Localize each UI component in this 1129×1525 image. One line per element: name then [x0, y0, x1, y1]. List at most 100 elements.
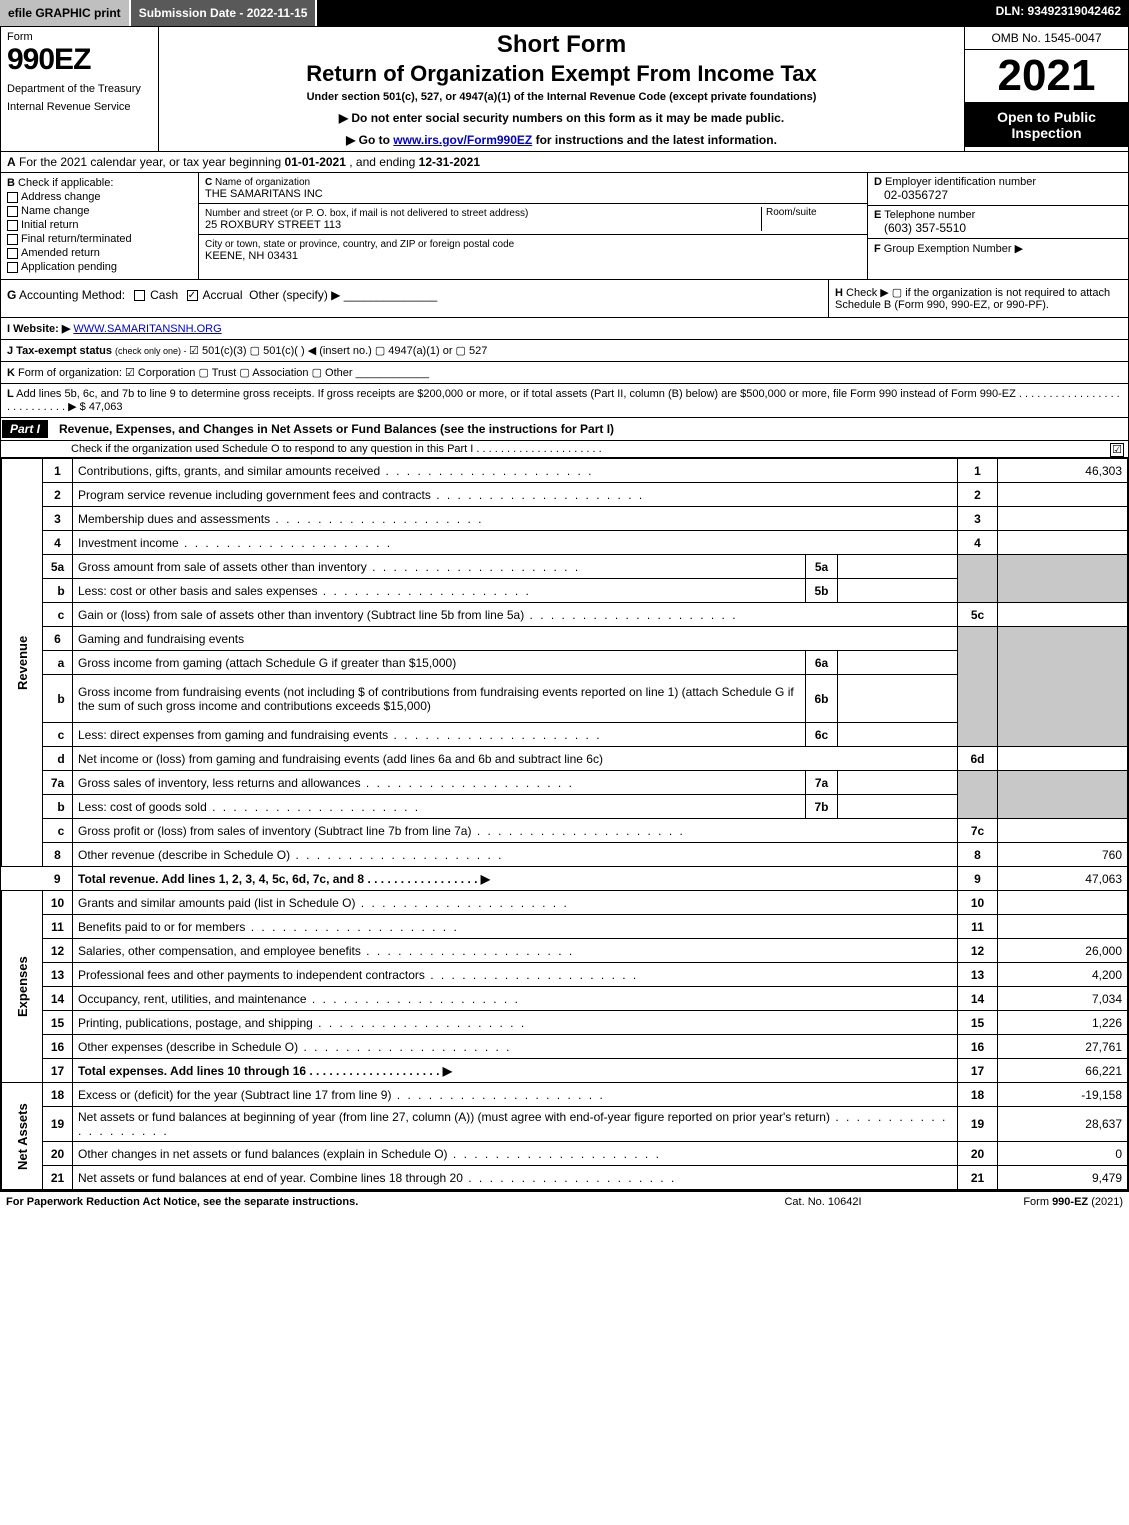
line-13-num: 13 — [43, 963, 73, 987]
line-18-rnum: 18 — [958, 1083, 998, 1107]
checkbox-icon — [7, 234, 18, 245]
line-10-desc: Grants and similar amounts paid (list in… — [78, 896, 569, 910]
line-6a-inlabel: 6a — [806, 651, 838, 675]
line-21-desc: Net assets or fund balances at end of ye… — [78, 1171, 676, 1185]
line-7b-inval — [838, 795, 958, 819]
row-a-pre: For the 2021 calendar year, or tax year … — [16, 155, 285, 169]
letter-g: G — [7, 288, 16, 302]
line-9-desc: Total revenue. Add lines 1, 2, 3, 4, 5c,… — [78, 872, 490, 886]
letter-b: B — [7, 177, 15, 189]
line-16-value: 27,761 — [998, 1035, 1128, 1059]
box-h: H Check ▶ ▢ if the organization is not r… — [828, 280, 1128, 317]
chk-label-0: Address change — [21, 191, 101, 203]
line-5c-num: c — [43, 603, 73, 627]
box-g-label: Accounting Method: — [16, 288, 125, 302]
line-6c-inlabel: 6c — [806, 723, 838, 747]
line-4-num: 4 — [43, 531, 73, 555]
instr-goto: ▶ Go to www.irs.gov/Form990EZ for instru… — [167, 133, 956, 147]
chk-amended-return[interactable]: Amended return — [7, 247, 192, 259]
line-10-rnum: 10 — [958, 891, 998, 915]
part-1-subheader: Check if the organization used Schedule … — [1, 441, 1128, 458]
omb-number: OMB No. 1545-0047 — [965, 27, 1128, 50]
topbar-spacer — [317, 0, 987, 26]
schedule-o-checkbox[interactable]: ☑ — [1110, 443, 1124, 457]
row-j-opts: ☑ 501(c)(3) ▢ 501(c)( ) ◀ (insert no.) ▢… — [189, 345, 487, 357]
line-7ab-shade — [958, 771, 998, 819]
part-1-desc: Revenue, Expenses, and Changes in Net As… — [59, 418, 1128, 440]
line-6d-rnum: 6d — [958, 747, 998, 771]
line-15-value: 1,226 — [998, 1011, 1128, 1035]
page-footer: For Paperwork Reduction Act Notice, see … — [0, 1191, 1129, 1212]
line-14-num: 14 — [43, 987, 73, 1011]
line-8-num: 8 — [43, 843, 73, 867]
line-4-rnum: 4 — [958, 531, 998, 555]
other-label: Other (specify) ▶ — [249, 288, 340, 302]
website-link[interactable]: WWW.SAMARITANSNH.ORG — [73, 323, 221, 335]
line-7c-value — [998, 819, 1128, 843]
chk-label-4: Amended return — [21, 247, 100, 259]
line-14-desc: Occupancy, rent, utilities, and maintena… — [78, 992, 520, 1006]
chk-label-2: Initial return — [21, 219, 78, 231]
line-20-num: 20 — [43, 1142, 73, 1166]
block-g-h: G Accounting Method: Cash Accrual Other … — [1, 280, 1128, 318]
chk-application-pending[interactable]: Application pending — [7, 261, 192, 273]
line-18-desc: Excess or (deficit) for the year (Subtra… — [78, 1088, 605, 1102]
row-i-label: Website: ▶ — [10, 323, 70, 335]
row-k-label: Form of organization: — [15, 367, 122, 379]
efile-print[interactable]: efile GRAPHIC print — [0, 0, 131, 26]
line-5c-rnum: 5c — [958, 603, 998, 627]
letter-f: F — [874, 243, 881, 255]
org-city: KEENE, NH 03431 — [205, 250, 298, 262]
line-18-value: -19,158 — [998, 1083, 1128, 1107]
line-16-rnum: 16 — [958, 1035, 998, 1059]
chk-final-return[interactable]: Final return/terminated — [7, 233, 192, 245]
line-7a-desc: Gross sales of inventory, less returns a… — [78, 776, 574, 790]
radio-cash[interactable] — [134, 290, 145, 301]
footer-paperwork: For Paperwork Reduction Act Notice, see … — [6, 1196, 723, 1208]
line-2-num: 2 — [43, 483, 73, 507]
submission-date: Submission Date - 2022-11-15 — [131, 0, 318, 26]
line-7a-inlabel: 7a — [806, 771, 838, 795]
line-6b-num: b — [43, 675, 73, 723]
topbar: efile GRAPHIC print Submission Date - 20… — [0, 0, 1129, 26]
line-21-value: 9,479 — [998, 1166, 1128, 1190]
row-a-tax-year: A For the 2021 calendar year, or tax yea… — [1, 152, 1128, 173]
line-5a-inlabel: 5a — [806, 555, 838, 579]
line-12-rnum: 12 — [958, 939, 998, 963]
line-3-desc: Membership dues and assessments — [78, 512, 483, 526]
footer-right-bold: 990-EZ — [1052, 1196, 1088, 1208]
chk-label-3: Final return/terminated — [21, 233, 132, 245]
line-1-rnum: 1 — [958, 459, 998, 483]
line-20-value: 0 — [998, 1142, 1128, 1166]
line-1-value: 46,303 — [998, 459, 1128, 483]
radio-accrual[interactable] — [187, 290, 198, 301]
line-11-desc: Benefits paid to or for members — [78, 920, 459, 934]
line-7c-num: c — [43, 819, 73, 843]
line-12-value: 26,000 — [998, 939, 1128, 963]
line-13-rnum: 13 — [958, 963, 998, 987]
chk-initial-return[interactable]: Initial return — [7, 219, 192, 231]
line-7ab-shade-val — [998, 771, 1128, 819]
line-6-num: 6 — [43, 627, 73, 651]
part-1-tag: Part I — [1, 419, 49, 439]
footer-right-pre: Form — [1023, 1196, 1052, 1208]
chk-name-change[interactable]: Name change — [7, 205, 192, 217]
line-19-num: 19 — [43, 1107, 73, 1142]
irs-link[interactable]: www.irs.gov/Form990EZ — [393, 133, 532, 147]
line-5b-num: b — [43, 579, 73, 603]
instr-goto-pre: ▶ Go to — [346, 133, 393, 147]
line-1-num: 1 — [43, 459, 73, 483]
header-center: Short Form Return of Organization Exempt… — [159, 27, 964, 151]
line-17-num: 17 — [43, 1059, 73, 1083]
line-14-rnum: 14 — [958, 987, 998, 1011]
row-a-begin: 01-01-2021 — [285, 155, 346, 169]
box-b-label: Check if applicable: — [15, 177, 113, 189]
ein-value: 02-0356727 — [874, 188, 948, 202]
box-e-label: Telephone number — [881, 209, 975, 221]
line-10-value — [998, 891, 1128, 915]
box-g: G Accounting Method: Cash Accrual Other … — [1, 280, 828, 317]
line-7b-num: b — [43, 795, 73, 819]
part-1-header: Part I Revenue, Expenses, and Changes in… — [1, 418, 1128, 441]
chk-address-change[interactable]: Address change — [7, 191, 192, 203]
accrual-label: Accrual — [202, 288, 242, 302]
